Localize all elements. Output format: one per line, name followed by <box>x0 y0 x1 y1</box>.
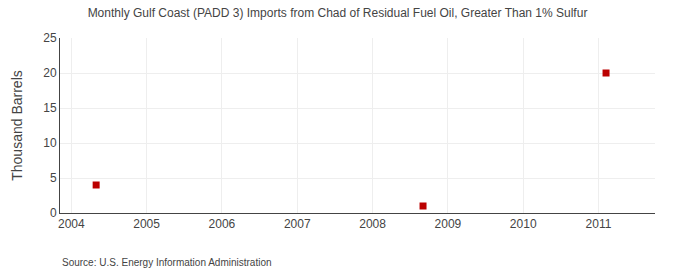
svg-text:Source: U.S. Energy Informatio: Source: U.S. Energy Information Administ… <box>62 257 272 268</box>
svg-text:2008: 2008 <box>359 217 386 231</box>
svg-text:0: 0 <box>50 206 57 220</box>
svg-text:Thousand Barrels: Thousand Barrels <box>9 70 25 181</box>
svg-text:2009: 2009 <box>435 217 462 231</box>
svg-text:2005: 2005 <box>133 217 160 231</box>
svg-text:5: 5 <box>50 171 57 185</box>
svg-text:2006: 2006 <box>209 217 236 231</box>
svg-text:2007: 2007 <box>284 217 311 231</box>
svg-text:2004: 2004 <box>58 217 85 231</box>
svg-text:Monthly Gulf Coast (PADD 3) Im: Monthly Gulf Coast (PADD 3) Imports from… <box>88 6 588 20</box>
svg-text:25: 25 <box>43 31 57 45</box>
svg-text:2010: 2010 <box>510 217 537 231</box>
svg-text:10: 10 <box>43 136 57 150</box>
svg-text:2011: 2011 <box>586 217 612 231</box>
svg-text:15: 15 <box>43 101 57 115</box>
svg-text:20: 20 <box>43 66 57 80</box>
